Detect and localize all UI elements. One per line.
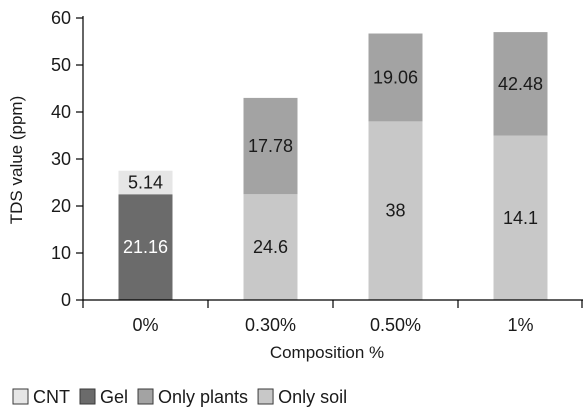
legend-swatch xyxy=(257,388,274,405)
bar-data-label: 24.6 xyxy=(253,237,288,257)
y-tick-label: 10 xyxy=(51,243,71,263)
bar-segment-1-0 xyxy=(243,194,298,300)
bar-data-label: 38 xyxy=(385,201,405,221)
x-tick-label: 0% xyxy=(132,315,158,335)
bar-segment-3-1 xyxy=(493,32,548,136)
y-tick-label: 0 xyxy=(61,290,71,310)
bars-layer: 21.16 5.14 24.6 17.78 38 19.06 14.1 42.48 xyxy=(118,32,548,301)
bar-data-label: 42.48 xyxy=(498,74,543,94)
y-tick-label: 50 xyxy=(51,55,71,75)
y-axis-title: TDS value (ppm) xyxy=(7,96,26,224)
x-tick-label: 0.50% xyxy=(370,315,421,335)
bar-segment-2-0 xyxy=(368,121,423,301)
legend-label: CNT xyxy=(33,387,70,407)
bar-segment-0-0 xyxy=(118,194,173,300)
legend: CNT Gel Only plants Only soil xyxy=(12,387,347,407)
legend-swatch xyxy=(137,388,154,405)
legend-label: Only soil xyxy=(278,387,347,407)
bar-segment-0-1 xyxy=(118,170,173,195)
legend-label: Gel xyxy=(100,387,128,407)
bar-segment-3-0 xyxy=(493,135,548,300)
x-axis-title: Composition % xyxy=(270,343,384,362)
bar-segment-1-1 xyxy=(243,97,298,195)
y-tick-label: 40 xyxy=(51,102,71,122)
y-tick-label: 20 xyxy=(51,196,71,216)
x-tick-label: 1% xyxy=(507,315,533,335)
bar-data-label: 19.06 xyxy=(373,67,418,87)
y-axis: 0 10 20 30 40 50 60 xyxy=(51,8,84,310)
legend-label: Only plants xyxy=(158,387,248,407)
bar-data-label: 17.78 xyxy=(248,136,293,156)
x-axis: 0% 0.30% 0.50% 1% xyxy=(82,299,583,335)
y-tick-label: 60 xyxy=(51,8,71,28)
bar-data-label: 21.16 xyxy=(123,237,168,257)
bar-data-label: 14.1 xyxy=(503,208,538,228)
legend-swatch xyxy=(12,388,29,405)
y-tick-label: 30 xyxy=(51,149,71,169)
legend-swatch xyxy=(79,388,96,405)
bar-data-label: 5.14 xyxy=(128,173,163,193)
bar-segment-2-1 xyxy=(368,33,423,122)
x-tick-label: 0.30% xyxy=(245,315,296,335)
